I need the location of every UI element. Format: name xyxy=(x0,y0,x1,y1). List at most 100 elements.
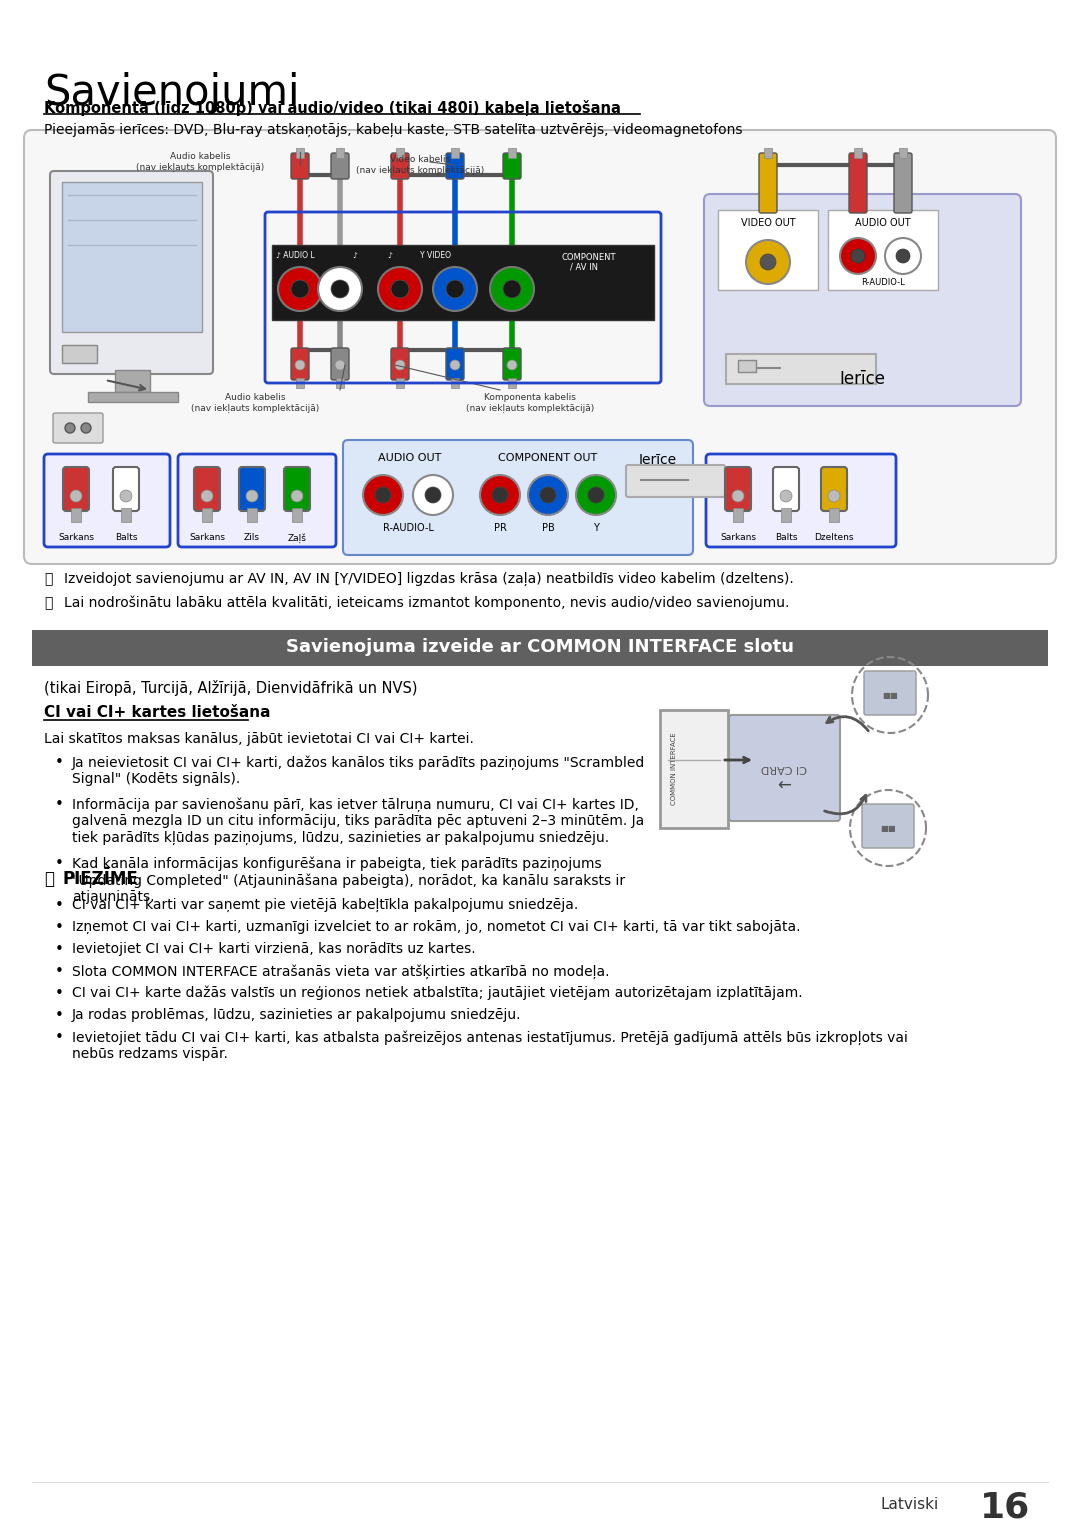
Text: AUDIO OUT: AUDIO OUT xyxy=(855,219,910,228)
Bar xyxy=(336,147,345,158)
Circle shape xyxy=(896,249,910,263)
Text: PR: PR xyxy=(494,523,507,533)
FancyBboxPatch shape xyxy=(894,153,912,213)
Text: ♪ AUDIO L: ♪ AUDIO L xyxy=(276,251,314,260)
FancyBboxPatch shape xyxy=(503,348,521,380)
Text: Video kabelis
(nav iekļauts komplektācijā): Video kabelis (nav iekļauts komplektācij… xyxy=(356,155,484,175)
Bar xyxy=(202,507,212,523)
Text: ⎘: ⎘ xyxy=(44,573,52,586)
Text: Slota COMMON INTERFACE atrašanās vieta var atšķirties atkarībā no modeļa.: Slota COMMON INTERFACE atrašanās vieta v… xyxy=(72,965,609,978)
Bar xyxy=(726,354,876,384)
Text: •: • xyxy=(55,857,64,870)
Text: Pieejamās ierīces: DVD, Blu-ray atskaņotājs, kabeļu kaste, STB satelīta uztvērēj: Pieejamās ierīces: DVD, Blu-ray atskaņot… xyxy=(44,123,743,137)
Text: CI vai CI+ kartes lietošana: CI vai CI+ kartes lietošana xyxy=(44,705,270,720)
Circle shape xyxy=(391,279,409,298)
Circle shape xyxy=(295,360,305,371)
Text: ♪: ♪ xyxy=(387,251,392,260)
Circle shape xyxy=(426,488,441,503)
Circle shape xyxy=(450,360,460,371)
Circle shape xyxy=(330,279,349,298)
Text: •: • xyxy=(55,1030,64,1045)
Text: Izveidojot savienojumu ar AV IN, AV IN [Y/VIDEO] ligzdas krāsa (zaļa) neatbildīs: Izveidojot savienojumu ar AV IN, AV IN [… xyxy=(64,573,794,586)
Bar xyxy=(829,507,839,523)
FancyBboxPatch shape xyxy=(44,454,170,547)
Text: •: • xyxy=(55,921,64,936)
FancyBboxPatch shape xyxy=(626,465,725,497)
Text: Signal" (Kodēts signāls).: Signal" (Kodēts signāls). xyxy=(72,772,240,785)
Circle shape xyxy=(828,491,840,501)
Bar xyxy=(62,345,97,363)
Text: •: • xyxy=(55,898,64,913)
Circle shape xyxy=(528,475,568,515)
Text: Ja neievietosit CI vai CI+ karti, dažos kanālos tiks parādīts paziņojums "Scramb: Ja neievietosit CI vai CI+ karti, dažos … xyxy=(72,755,645,770)
Circle shape xyxy=(780,491,792,501)
Bar xyxy=(272,245,654,321)
Circle shape xyxy=(433,267,477,311)
Text: •: • xyxy=(55,797,64,813)
Text: •: • xyxy=(55,755,64,770)
Circle shape xyxy=(588,488,604,503)
Circle shape xyxy=(201,491,213,501)
Text: Ja rodas problēmas, lūdzu, sazinieties ar pakalpojumu sniedzēju.: Ja rodas problēmas, lūdzu, sazinieties a… xyxy=(72,1009,522,1022)
Bar xyxy=(508,147,516,158)
Text: ■■: ■■ xyxy=(880,823,896,832)
Circle shape xyxy=(576,475,616,515)
Circle shape xyxy=(446,279,464,298)
FancyBboxPatch shape xyxy=(330,153,349,179)
Text: CI vai CI+ karti var saņemt pie vietējā kabeļtīkla pakalpojumu sniedzēja.: CI vai CI+ karti var saņemt pie vietējā … xyxy=(72,898,578,911)
Text: ⎘: ⎘ xyxy=(44,595,52,611)
Circle shape xyxy=(291,491,303,501)
Circle shape xyxy=(70,491,82,501)
FancyBboxPatch shape xyxy=(759,153,777,213)
FancyBboxPatch shape xyxy=(725,466,751,510)
FancyBboxPatch shape xyxy=(503,153,521,179)
Text: ■■: ■■ xyxy=(882,691,897,700)
Text: Latviski: Latviski xyxy=(880,1498,939,1511)
Text: AUDIO OUT: AUDIO OUT xyxy=(378,453,442,463)
Bar xyxy=(899,147,907,158)
FancyBboxPatch shape xyxy=(446,153,464,179)
Text: Savienojumi: Savienojumi xyxy=(44,71,299,114)
Text: (tikai Eiropā, Turcijā, Alžīrijā, Dienvidāfrikā un NVS): (tikai Eiropā, Turcijā, Alžīrijā, Dienvi… xyxy=(44,681,418,696)
FancyBboxPatch shape xyxy=(284,466,310,510)
Bar xyxy=(854,147,862,158)
Circle shape xyxy=(840,238,876,273)
Text: VIDEO OUT: VIDEO OUT xyxy=(741,219,795,228)
Bar xyxy=(451,147,459,158)
Circle shape xyxy=(760,254,777,270)
Circle shape xyxy=(291,279,309,298)
FancyBboxPatch shape xyxy=(849,153,867,213)
Circle shape xyxy=(65,422,75,433)
Circle shape xyxy=(490,267,534,311)
Text: Ievietojiet CI vai CI+ karti virzienā, kas norādīts uz kartes.: Ievietojiet CI vai CI+ karti virzienā, k… xyxy=(72,942,475,955)
Circle shape xyxy=(746,240,789,284)
Text: Komponenta kabelis
(nav iekļauts komplektācijā): Komponenta kabelis (nav iekļauts komplek… xyxy=(465,393,594,413)
Text: Y VIDEO: Y VIDEO xyxy=(420,251,451,260)
Text: Lai skatītos maksas kanālus, jābūt ievietotai CI vai CI+ kartei.: Lai skatītos maksas kanālus, jābūt ievie… xyxy=(44,732,474,746)
Bar xyxy=(718,210,818,290)
Text: COMMON INTERFACE: COMMON INTERFACE xyxy=(671,732,677,805)
Text: tiek parādīts kļūdas paziņojums, lūdzu, sazinieties ar pakalpojumu sniedzēju.: tiek parādīts kļūdas paziņojums, lūdzu, … xyxy=(72,831,609,845)
Text: atjaunināts.: atjaunināts. xyxy=(72,890,154,904)
FancyBboxPatch shape xyxy=(291,348,309,380)
Text: Audio kabelis
(nav iekļauts komplektācijā): Audio kabelis (nav iekļauts komplektācij… xyxy=(136,152,265,172)
FancyBboxPatch shape xyxy=(343,441,693,554)
Bar xyxy=(828,210,939,290)
Bar xyxy=(733,507,743,523)
FancyBboxPatch shape xyxy=(391,348,409,380)
Bar xyxy=(292,507,302,523)
Text: Informācija par savienošanu pārī, kas ietver tālruņa numuru, CI vai CI+ kartes I: Informācija par savienošanu pārī, kas ie… xyxy=(72,797,639,811)
FancyBboxPatch shape xyxy=(706,454,896,547)
FancyBboxPatch shape xyxy=(24,131,1056,564)
FancyBboxPatch shape xyxy=(330,348,349,380)
Text: "Updating Completed" (Atjaunināšana pabeigta), norādot, ka kanālu saraksts ir: "Updating Completed" (Atjaunināšana pabe… xyxy=(72,873,625,887)
Text: nebūs redzams vispār.: nebūs redzams vispār. xyxy=(72,1047,228,1060)
Circle shape xyxy=(318,267,362,311)
Circle shape xyxy=(507,360,517,371)
Circle shape xyxy=(732,491,744,501)
Bar xyxy=(660,709,728,828)
Text: ♪: ♪ xyxy=(352,251,356,260)
FancyBboxPatch shape xyxy=(704,194,1021,406)
Text: galvenā mezgla ID un citu informāciju, tiks parādīta pēc aptuveni 2–3 minūtēm. J: galvenā mezgla ID un citu informāciju, t… xyxy=(72,814,645,828)
Text: Komponentā (līdz 1080p) vai audio/video (tikai 480i) kabeļa lietošana: Komponentā (līdz 1080p) vai audio/video … xyxy=(44,100,621,115)
